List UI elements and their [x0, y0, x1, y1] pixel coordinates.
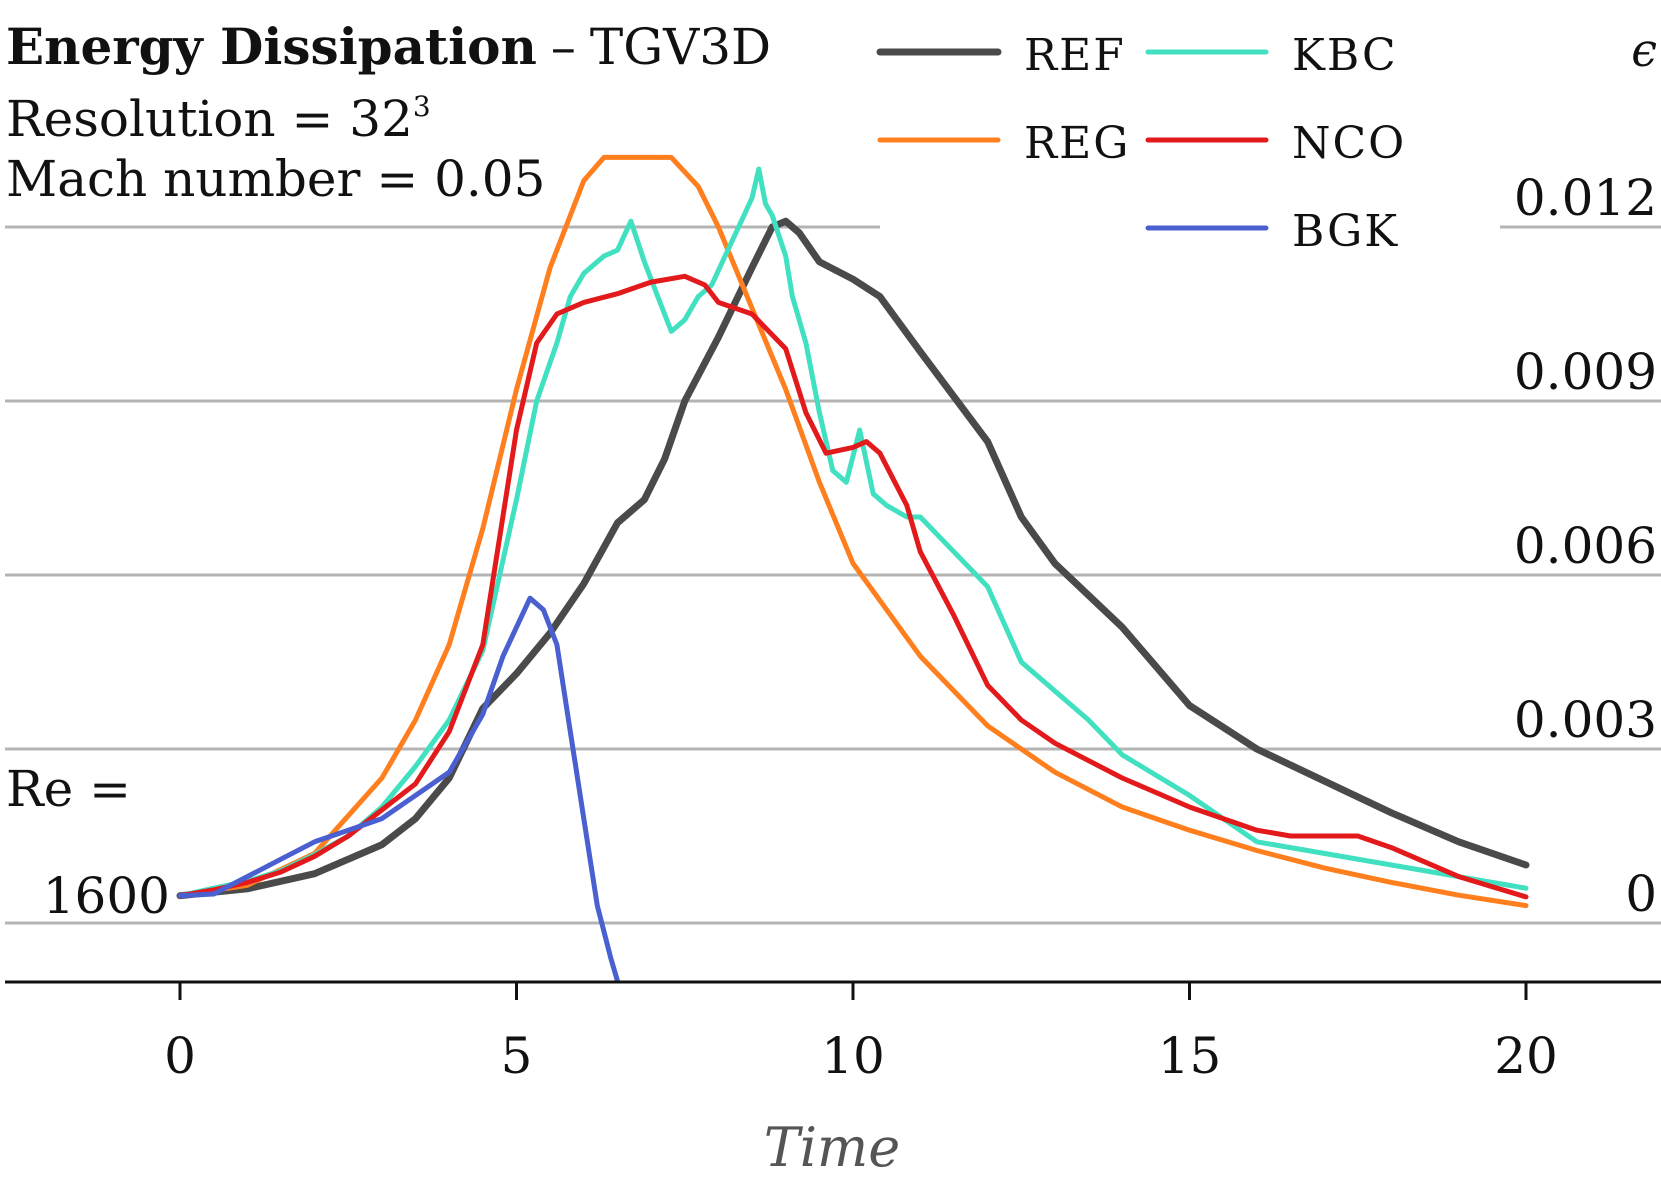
x-tick-label: 5: [501, 1027, 533, 1085]
resolution-text: Resolution = 32: [6, 90, 413, 148]
series-lines: [176, 154, 1530, 982]
legend-label-ref: REF: [1024, 30, 1126, 81]
gridlines: [5, 225, 1661, 925]
re-value: 1600: [43, 867, 170, 925]
series-line-nco: [177, 273, 1529, 900]
chart-title: Energy Dissipation: [6, 17, 537, 76]
re-label: Re =: [6, 760, 131, 818]
legend-label-bgk: BGK: [1292, 206, 1399, 257]
resolution-annotation: Resolution = 323: [6, 90, 431, 148]
legend-label-reg: REG: [1024, 118, 1130, 169]
x-tick-label: 10: [821, 1027, 885, 1085]
x-axis-label: Time: [764, 1116, 900, 1179]
y-tick-label: 0.006: [1514, 517, 1657, 575]
legend-label-nco: NCO: [1292, 118, 1406, 169]
legend-background: [880, 28, 1500, 268]
x-tick-label: 0: [164, 1027, 196, 1085]
series-line-bgk: [177, 595, 620, 982]
x-tick-label: 20: [1494, 1027, 1558, 1085]
y-axis-label: ϵ: [1631, 23, 1657, 77]
y-tick-labels: 0 0.003 0.006 0.009 0.012: [1514, 169, 1657, 923]
resolution-exponent: 3: [413, 90, 431, 123]
x-axis: 0 5 10 15 20: [5, 980, 1661, 1085]
y-tick-label: 0.009: [1514, 343, 1657, 401]
y-tick-label: 0: [1625, 865, 1657, 923]
legend-label-kbc: KBC: [1292, 30, 1398, 81]
title-separator: –: [551, 18, 576, 76]
chart-subtitle: TGV3D: [590, 18, 771, 76]
y-tick-label: 0.012: [1514, 169, 1657, 227]
legend: REF KBC REG NCO BGK: [876, 28, 1500, 268]
mach-annotation: Mach number = 0.05: [6, 150, 545, 208]
series-line-reg: [177, 154, 1529, 909]
y-tick-label: 0.003: [1514, 691, 1657, 749]
chart-title-group: Energy Dissipation – TGV3D: [6, 17, 771, 76]
x-tick-label: 15: [1158, 1027, 1222, 1085]
